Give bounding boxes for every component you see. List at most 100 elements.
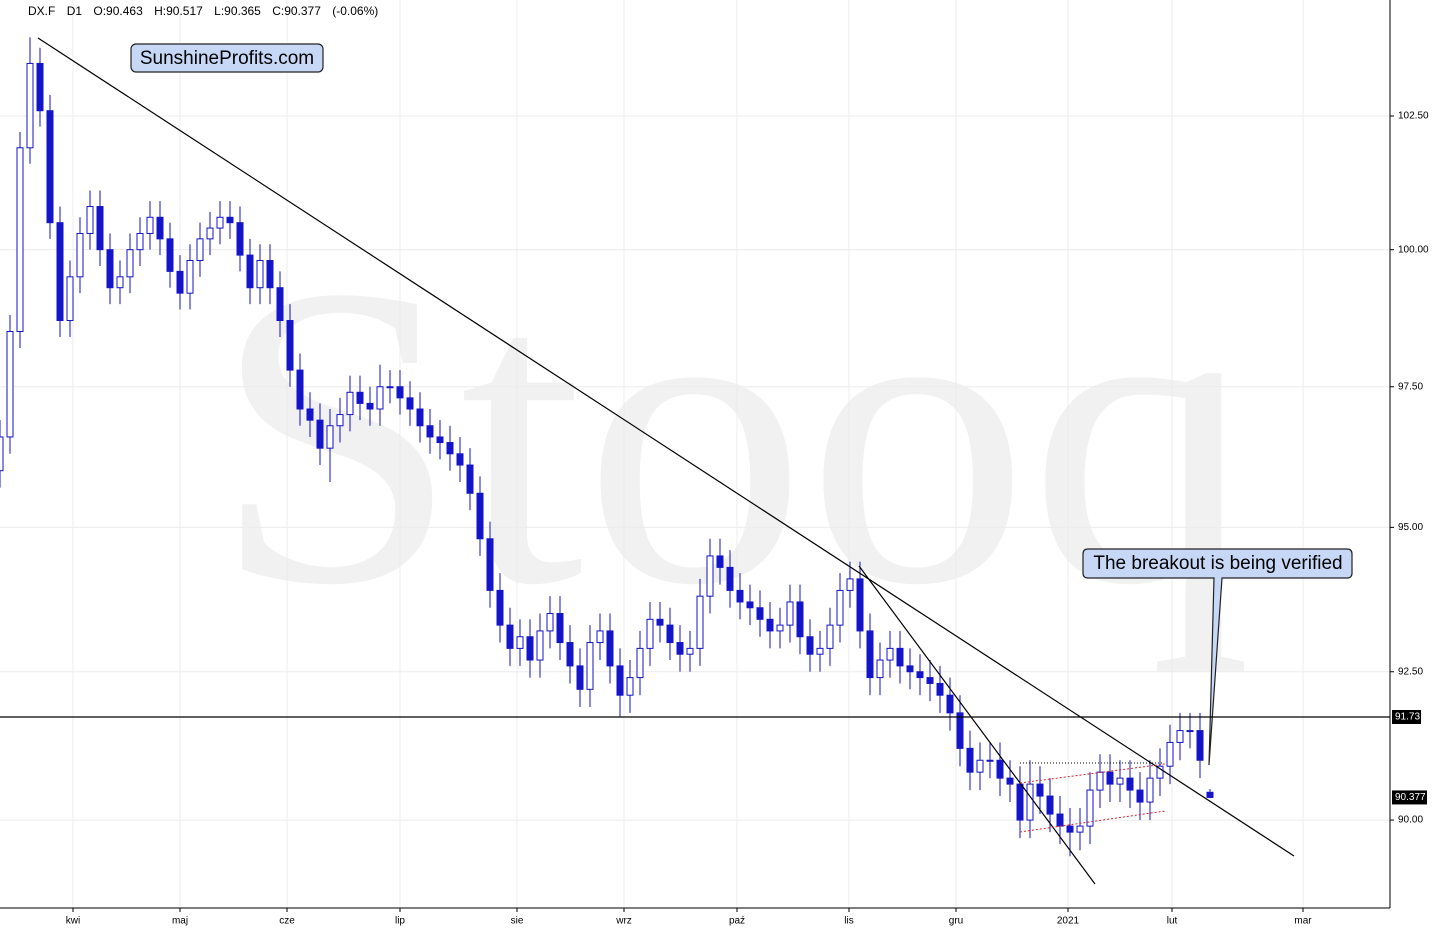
candle-body [66,276,74,322]
candle-body [1176,730,1184,743]
x-tick-label: sie [511,916,524,927]
x-tick-label: kwi [66,916,80,927]
candle-body [76,232,84,278]
candle-body [6,330,14,438]
candle-body [476,492,484,540]
x-tick-label: lip [395,916,405,927]
candle-body [1086,789,1094,827]
candle-body [116,276,124,289]
candle-body [1126,777,1134,791]
candle-body [536,630,544,661]
candle-body [786,601,794,626]
x-tick-label: paź [729,916,745,927]
candle-body [156,216,164,240]
candle-body [1006,777,1014,785]
candle-body [736,589,744,603]
candle-body [956,712,964,749]
candle-body [26,62,34,149]
x-tick-label: lut [1167,916,1178,927]
candle-body [686,647,694,655]
candles [0,37,1214,857]
last-price-box [1392,790,1427,805]
candle-body [936,682,944,696]
candle-body [586,642,594,690]
candle-body [146,216,154,234]
x-tick-label: maj [172,916,188,927]
x-tick-label: wrz [615,916,632,927]
candle-body [226,216,234,224]
candle-body [806,636,814,655]
candle-body [576,665,584,690]
symbol: DX.F [28,4,55,18]
candle-body [506,624,514,649]
candle-body [1016,783,1024,821]
x-tick-label: lis [844,916,853,927]
candle-body [626,677,634,696]
candle-body [566,642,574,667]
candle-body [136,232,144,251]
candle-body [546,613,554,632]
candle-body [776,624,784,632]
candle-body [716,555,724,568]
candle-body [876,659,884,679]
candle-body [746,601,754,609]
candle-body [326,425,334,449]
level-label-box [1392,709,1421,724]
candle-body [426,425,434,438]
candle-body [466,464,474,494]
candle-body [446,442,454,455]
candle-body [106,249,114,289]
candle-body [386,386,394,389]
candle-body [86,206,94,234]
candle-body [196,238,204,262]
y-tick-label: 100.00 [1398,244,1429,255]
candle-body [1046,795,1054,815]
y-tick-label: 102.50 [1398,111,1429,122]
candle-body [886,647,894,661]
candle-body [666,624,674,644]
candle-body [306,408,314,421]
x-tick-label: gru [949,916,963,927]
ohlc: C:90.377 [272,4,321,18]
candle-body [276,287,284,322]
candle-body [236,222,244,256]
candle-body [796,601,804,638]
channel-line [1019,810,1166,833]
y-tick-label: 97.50 [1398,381,1423,392]
trendline [37,37,1295,857]
callout-box [1082,548,1353,766]
candle-body [0,436,4,472]
candle-body [1196,730,1204,761]
candle-body [596,630,604,644]
candle-body [176,270,184,294]
ohlc: O:90.463 [93,4,143,18]
candle-body [316,419,324,449]
interval: D1 [67,4,83,18]
candle-body [1166,741,1174,767]
candle-body [1116,777,1124,785]
last-price-label: 90.377 [1395,792,1426,803]
candle-body [126,249,134,278]
candle-body [1186,730,1194,733]
candle-body [766,618,774,632]
candle-body [1076,825,1084,833]
candle-body [896,647,904,667]
candle-body [336,414,344,427]
candle-body [826,624,834,649]
candle-body [706,555,714,597]
ohlc: L:90.365 [214,4,261,18]
candle-body [96,206,104,251]
candle-body [616,665,624,696]
brand-label: SunshineProfits.com [140,48,314,69]
candle-body [256,260,264,289]
brand-box [130,43,324,73]
candle-body [846,578,854,591]
candle-body [376,386,384,410]
candle-body [1136,789,1144,803]
candle-body [836,589,844,626]
candle-body [456,453,464,466]
watermark: Stooq [212,198,1252,674]
candle-body [916,671,924,679]
candle-body [366,402,374,410]
